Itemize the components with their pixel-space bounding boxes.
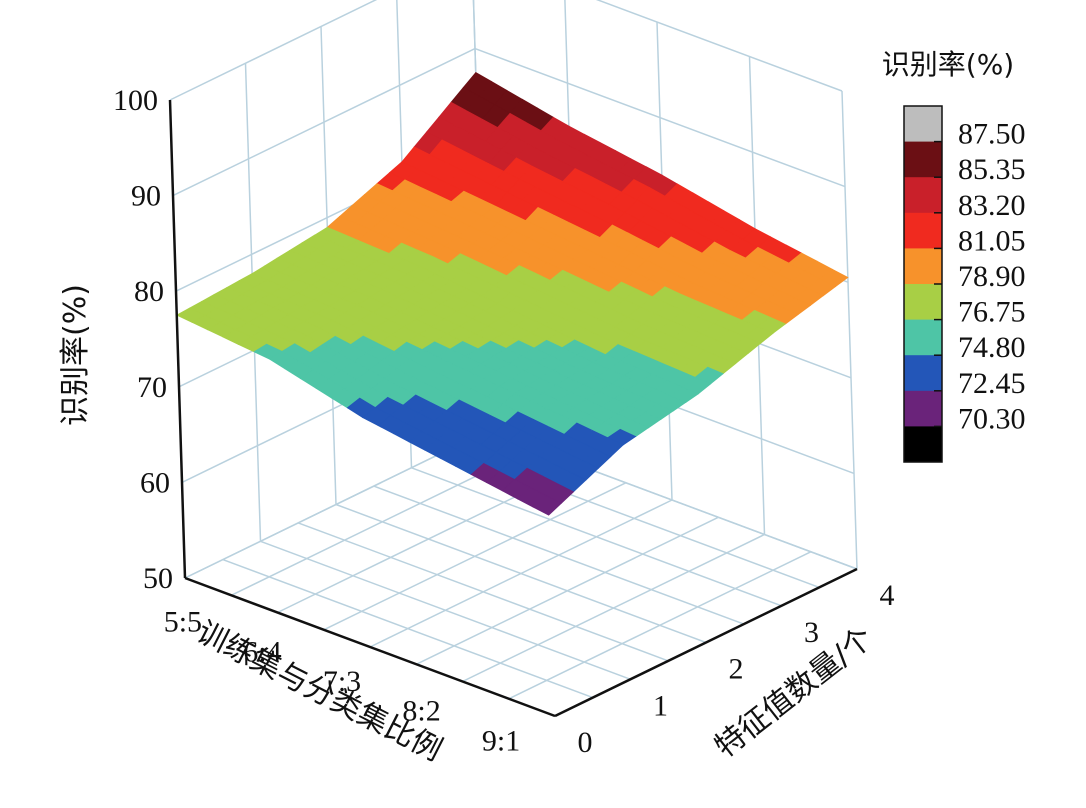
x-axis-label: 训练集与分类集比例 [191,615,447,769]
colorbar-swatch [904,212,942,249]
wall-grid-line [841,90,858,570]
z-tick-label: 50 [143,562,173,595]
z-tick-label: 80 [134,275,164,308]
z-tick-label: 90 [131,180,161,213]
axis-frame-line [554,567,858,718]
colorbar-tick-label: 85.35 [958,153,1026,186]
colorbar-swatch [904,141,942,178]
floor-grid-line [335,503,707,644]
floor-grid-line [298,522,669,662]
floor-grid-line [373,485,745,625]
axis-frame-line [168,99,187,579]
colorbar-tick-label: 83.20 [958,189,1026,222]
colorbar-swatch [904,319,942,356]
y-axis-label: 特征值数量/个 [708,620,879,765]
wall-grid-line [169,0,843,101]
colorbar-tick-label: 70.30 [958,402,1026,435]
colorbar-swatch [904,106,942,143]
colorbar-swatch [904,284,942,321]
colorbar-swatch [904,248,942,285]
surface-layer [175,71,849,516]
colorbar-tick-label: 78.90 [958,260,1026,293]
colorbar-tick-label: 72.45 [958,367,1026,400]
colorbar-swatch [904,177,942,214]
colorbar-tick-label: 87.50 [958,118,1026,151]
ticks-layer: 100 90 80 70 60 50 5:5 6:4 7:3 8:2 9:1 0 1 2 3 4 [113,84,895,759]
y-tick-label: 2 [729,653,744,686]
floor-grid-line [411,467,782,607]
y-tick-label: 4 [880,579,895,612]
z-tick-label: 100 [113,84,158,117]
z-axis-label: 识别率(%) [58,284,93,426]
y-tick-label: 0 [578,726,593,759]
y-tick-label: 3 [804,616,819,649]
y-tick-label: 1 [653,689,668,722]
x-tick-label: 8:2 [402,695,440,728]
z-tick-label: 70 [137,371,167,404]
colorbar-swatch [904,426,942,463]
frame-layer [168,99,858,718]
colorbar-tick-label: 81.05 [958,224,1026,257]
x-tick-label: 9:1 [482,724,520,757]
x-tick-label: 7:3 [323,665,361,698]
x-tick-label: 5:5 [164,606,202,639]
colorbar: 识别率(%) 87.5085.3583.2081.0578.9076.7574.… [882,48,1026,463]
z-tick-label: 60 [140,466,170,499]
floor-grid-line [260,540,631,681]
colorbar-tick-label: 76.75 [958,296,1026,329]
colorbar-swatch [904,355,942,392]
colorbar-tick-label: 74.80 [958,331,1026,364]
axis-frame-line [184,576,556,718]
colorbar-title: 识别率(%) [882,48,1014,81]
x-tick-label: 6:4 [243,635,281,668]
surface-cell [532,495,562,516]
colorbar-swatch [904,390,942,427]
floor-grid-line [222,558,594,699]
